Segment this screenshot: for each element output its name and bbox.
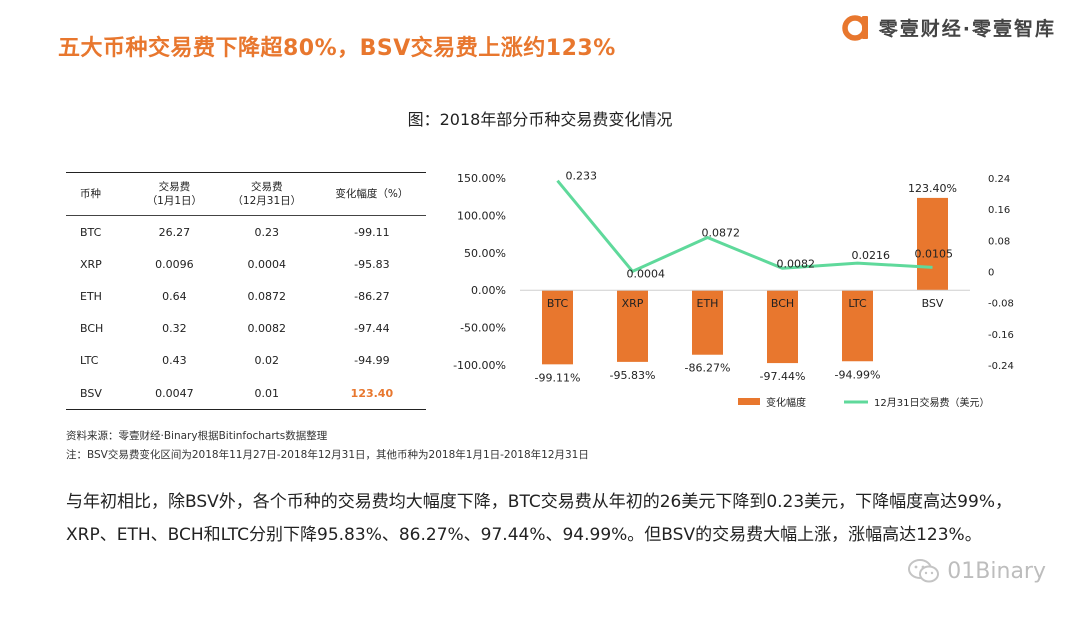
table-cell: ETH (80, 289, 102, 303)
table-cell: -94.99 (354, 354, 390, 368)
table-cell: 0.0872 (247, 289, 287, 303)
table-cell: XRP (80, 257, 102, 271)
fee-change-chart: 150.00% 100.00% 50.00% 0.00% -50.00% -100.00%… (453, 170, 1014, 409)
watermark: 01Binary (907, 558, 1046, 584)
period-note: 注：BSV交易费变化区间为2018年11月27日-2018年12月31日，其他币… (66, 449, 589, 461)
y-right-tick-label: -0.24 (988, 361, 1014, 372)
legend-label-line: 12月31日交易费（美元） (874, 396, 989, 409)
y-left-tick-label: -100.00% (453, 359, 506, 372)
bar-xrp (617, 290, 648, 362)
table-cell: -86.27 (354, 289, 390, 303)
table-cell: 26.27 (158, 225, 191, 239)
y-right-tick-label: -0.08 (988, 299, 1014, 310)
table-row: BCH 0.32 0.0082 -97.44 (66, 313, 426, 345)
legend-swatch-bar (738, 398, 760, 405)
line-data-label: 0.0082 (777, 257, 816, 270)
y-left-tick-label: 50.00% (464, 247, 506, 260)
table-cell: 0.32 (162, 322, 187, 336)
x-tick-label: BSV (922, 297, 944, 310)
table-cell: BSV (66, 376, 133, 411)
brand-name: 零壹财经·零壹智库 (878, 17, 1056, 40)
bar-bsv (917, 197, 948, 291)
table-row: XRP 0.0096 0.0004 -95.83 (66, 248, 426, 280)
summary-paragraph: 与年初相比，除BSV外，各个币种的交易费均大幅度下降，BTC交易费从年初的26美… (66, 492, 1012, 545)
bar-ltc (842, 290, 873, 362)
source-note: 资料来源：零壹财经·Binary根据Bitinfocharts数据整理 (66, 430, 328, 442)
brand: 零壹财经·零壹智库 (841, 12, 1056, 42)
table-cell-highlight: 123.40 (317, 376, 426, 411)
x-tick-label: XRP (622, 297, 644, 310)
line-data-label: 0.233 (566, 170, 598, 183)
table-cell: 0.43 (162, 354, 187, 368)
line-data-label: 0.0216 (852, 249, 891, 262)
bar-bch (767, 290, 798, 364)
y-right-tick-label: 0.16 (988, 205, 1010, 216)
bar-data-label: 123.40% (908, 182, 957, 195)
table-header-cell: 交易费 （12月31日） (215, 172, 318, 216)
table-cell: 0.23 (254, 225, 280, 239)
x-tick-label: ETH (697, 297, 719, 310)
y-right-tick-label: 0.08 (988, 236, 1010, 247)
y-left-tick-label: 100.00% (457, 209, 506, 222)
table-cell: 0.02 (254, 354, 280, 368)
fee-table: 币种 交易费 （1月1日） 交易费 （12月31日） 变化幅度（%） BTC 26.… (66, 172, 426, 411)
figure-title: 图：2018年部分币种交易费变化情况 (407, 110, 673, 129)
legend-label-bar: 变化幅度 (766, 396, 806, 409)
table-row: BTC 26.27 0.23 -99.11 (66, 216, 426, 249)
bar-data-label: -95.83% (610, 369, 656, 382)
wechat-icon (908, 559, 940, 583)
bar-data-label: -86.27% (685, 362, 731, 375)
table-header-row: 币种 交易费 （1月1日） 交易费 （12月31日） 变化幅度（%） (66, 172, 426, 216)
y-right-tick-label: -0.16 (988, 330, 1014, 341)
table-cell: BTC (80, 225, 102, 239)
table-header-cell: 币种 (66, 172, 133, 216)
table-cell: 0.0096 (155, 257, 194, 271)
y-left-tick-label: 0.00% (471, 284, 506, 297)
table-row: ETH 0.64 0.0872 -86.27 (66, 280, 426, 312)
y-right-tick-label: 0 (988, 268, 994, 279)
line-data-label: 0.0004 (627, 267, 666, 280)
table-cell: -99.11 (354, 225, 390, 239)
table-row: BSV 0.0047 0.01 123.40 (66, 376, 426, 411)
table-cell: 0.64 (162, 289, 187, 303)
x-tick-label: BTC (547, 297, 569, 310)
table-header-cell: 变化幅度（%） (317, 172, 426, 216)
table-cell: -95.83 (354, 257, 390, 271)
headline: 五大币种交易费下降超80%，BSV交易费上涨约123% (58, 36, 616, 61)
bar-data-label: -94.99% (835, 368, 881, 381)
bar-data-label: -97.44% (760, 370, 806, 383)
bar-eth (692, 290, 723, 355)
table-cell: 0.0004 (247, 257, 287, 271)
line-data-label: 0.0872 (702, 227, 741, 240)
table-cell: 0.0082 (247, 322, 287, 336)
table-cell: 0.0047 (133, 376, 216, 411)
fee-line (556, 179, 933, 273)
table-header-cell: 交易费 （1月1日） (133, 172, 216, 216)
y-left-tick-label: -50.00% (460, 322, 506, 335)
x-tick-label: LTC (848, 297, 867, 310)
table-cell: -97.44 (354, 322, 390, 336)
table-cell: 0.01 (215, 376, 318, 411)
line-data-label: 0.0105 (915, 247, 954, 260)
y-right-tick-label: 0.24 (988, 174, 1010, 185)
watermark-text: 01Binary (947, 558, 1046, 584)
bar-btc (542, 290, 573, 365)
table-cell: LTC (80, 354, 99, 368)
table-row: LTC 0.43 0.02 -94.99 (66, 345, 426, 377)
bar-data-label: -99.11% (535, 371, 581, 384)
x-tick-label: BCH (771, 297, 794, 310)
orange-a-logo-icon (842, 15, 868, 41)
y-left-tick-label: 150.00% (457, 172, 506, 185)
table-cell: BCH (80, 322, 104, 336)
